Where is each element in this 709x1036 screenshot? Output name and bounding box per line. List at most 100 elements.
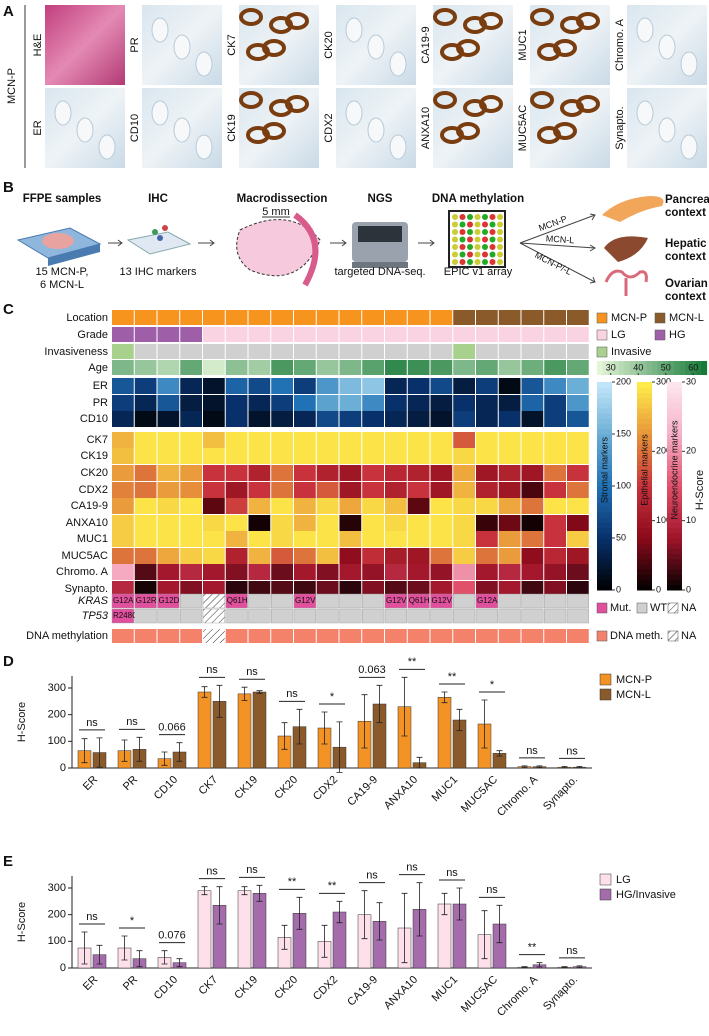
heat-cell [362, 482, 384, 498]
legend-label: Mut. [610, 602, 631, 614]
error-bar [96, 944, 103, 965]
heat-cell [339, 448, 362, 464]
mutation-cell [339, 593, 362, 609]
age-tick-label: 30 [606, 362, 616, 372]
heat-cell [498, 564, 521, 580]
array-spot [497, 236, 503, 243]
methylation-cell [316, 629, 339, 643]
error-bar [161, 950, 168, 965]
mutation-cell [544, 593, 567, 609]
heat-cell [157, 498, 180, 514]
colorbar [637, 418, 652, 425]
mutation-cell [498, 593, 521, 609]
heat-cell [203, 531, 225, 547]
error-bar [361, 694, 368, 749]
heat-cell [476, 482, 498, 498]
colorbar [667, 460, 682, 466]
heat-cell [362, 411, 384, 427]
heat-cell [385, 581, 407, 597]
array-spot [497, 214, 503, 220]
step-title: Macrodissection [237, 193, 328, 205]
error-bar [281, 722, 288, 750]
significance-label: 0.063 [358, 664, 386, 676]
methylation-cell [203, 629, 225, 643]
x-tick-label: CK20 [272, 774, 300, 802]
heat-cell [498, 432, 521, 448]
x-tick-label: CD10 [152, 974, 180, 1002]
age-cell [498, 360, 521, 375]
age-bar [613, 361, 620, 375]
legend-label: DNA meth. [610, 630, 663, 642]
colorbar [597, 553, 612, 560]
heat-cell [339, 581, 362, 597]
significance-label: ns [126, 716, 138, 728]
heat-cell [271, 411, 293, 427]
heat-cell [453, 564, 475, 580]
heat-cell [294, 548, 316, 564]
gland [98, 134, 116, 160]
heat-cell [362, 564, 384, 580]
annotation-cell [476, 344, 498, 359]
error-bar [201, 886, 208, 896]
heat-cell [385, 531, 407, 547]
error-bar [481, 699, 488, 749]
heat-cell [294, 581, 316, 597]
gland [389, 51, 407, 77]
heat-cell [134, 395, 157, 411]
heat-cell [180, 482, 202, 498]
heat-cell [339, 515, 362, 531]
colorbar [597, 548, 612, 555]
significance-label: ** [328, 880, 337, 892]
row-label: MUC5AC [62, 550, 109, 562]
heat-cell [112, 411, 134, 427]
heat-cell [271, 482, 293, 498]
stain-label: CDX2 [323, 113, 335, 142]
age-tick-label: 50 [661, 362, 671, 372]
methylation-cell [157, 629, 180, 643]
annotation-cell [407, 327, 430, 342]
error-bar [401, 676, 408, 737]
methylation-cell [271, 629, 293, 643]
heat-cell [339, 564, 362, 580]
heat-cell [225, 395, 248, 411]
step-title: NGS [368, 193, 393, 205]
stain-label: Synapto. [614, 106, 626, 149]
colorbar [637, 423, 652, 430]
row-label: Location [66, 312, 108, 324]
colorbar [667, 439, 682, 445]
age-bar [696, 361, 702, 375]
bar [237, 890, 252, 969]
legend-swatch [596, 346, 608, 358]
heat-cell [339, 465, 362, 481]
mutation-cell [293, 593, 316, 609]
colorbar [667, 475, 682, 482]
annotation-cell [203, 310, 225, 325]
colorbar [667, 434, 682, 440]
annotation-cell [521, 327, 544, 342]
heat-cell [521, 531, 544, 547]
heat-cell [567, 564, 589, 580]
colorbar [667, 387, 682, 393]
colorbar [637, 527, 652, 534]
gland [76, 117, 94, 143]
heat-cell [521, 411, 544, 427]
legend-label: NA [681, 602, 697, 614]
heat-cell [476, 531, 498, 547]
heat-cell [362, 395, 384, 411]
heat-cell [134, 515, 157, 531]
age-bar [624, 361, 631, 375]
mutation-label: G12D [159, 596, 180, 605]
age-tick-label: 40 [633, 362, 643, 372]
x-tick-label: CDX2 [311, 974, 340, 1003]
panel-label: A [3, 3, 14, 20]
colorbar [667, 532, 682, 539]
legend-label: MCN-P [616, 674, 652, 686]
stain-blob [239, 91, 263, 109]
colorbar [597, 558, 612, 565]
x-tick-label: MUC5AC [459, 974, 500, 1015]
age-cell [225, 360, 248, 375]
x-tick-label: Chromo. A [495, 773, 541, 819]
gland [658, 34, 676, 60]
age-bar [641, 361, 647, 375]
heat-cell [203, 581, 225, 597]
